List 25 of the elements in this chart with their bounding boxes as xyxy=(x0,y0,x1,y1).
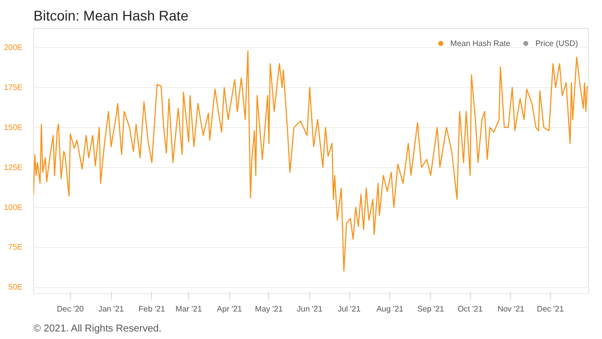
x-tick-label: Jun '21 xyxy=(296,304,324,314)
x-tick-label: Aug '21 xyxy=(376,304,404,314)
x-tick-label: Sep '21 xyxy=(417,304,445,314)
y-tick-label: 150E xyxy=(4,122,23,132)
x-tick-label: Mar '21 xyxy=(175,304,202,314)
x-tick-label: Dec '20 xyxy=(56,304,84,314)
x-tick-label: Dec '21 xyxy=(536,304,564,314)
x-tick-label: Nov '21 xyxy=(497,304,525,314)
x-tick-label: Feb '21 xyxy=(138,304,166,314)
y-tick-label: 75E xyxy=(8,242,22,252)
x-tick-label: Oct '21 xyxy=(458,304,484,314)
x-tick-label: Jul '21 xyxy=(338,304,362,314)
y-tick-label: 50E xyxy=(8,282,22,292)
y-tick-label: 175E xyxy=(4,83,23,92)
x-tick-label: Jan '21 xyxy=(98,304,124,314)
line-series xyxy=(34,50,588,272)
x-tick-label: Apr '21 xyxy=(216,304,243,314)
chart-title: Bitcoin: Mean Hash Rate xyxy=(34,8,189,24)
x-tick-label: May '21 xyxy=(255,304,284,314)
legend-label: Price (USD) xyxy=(535,38,578,48)
text: © 2021. All Rights Reserved. xyxy=(34,324,162,334)
legend-label: Mean Hash Rate xyxy=(450,38,510,48)
y-tick-label: 100E xyxy=(4,202,23,212)
y-tick-label: 200E xyxy=(4,43,23,52)
y-tick-label: 125E xyxy=(4,162,23,172)
